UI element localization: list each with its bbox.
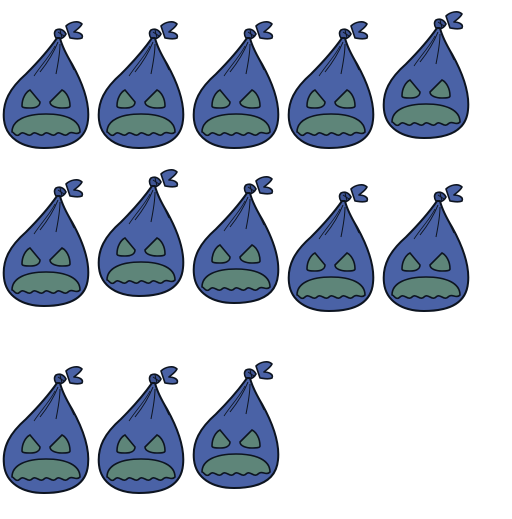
sack-sprite-5 bbox=[380, 10, 476, 160]
sack-sprite-12 bbox=[95, 365, 191, 515]
sack-sprite-6 bbox=[0, 178, 96, 328]
sack-sprite-11 bbox=[0, 365, 96, 515]
sack-sprite-8 bbox=[190, 175, 286, 325]
sack-sprite-9 bbox=[285, 183, 381, 333]
sack-sprite-10 bbox=[380, 183, 476, 333]
sack-sprite-1 bbox=[0, 20, 96, 170]
sack-sprite-7 bbox=[95, 168, 191, 318]
sack-sprite-4 bbox=[285, 20, 381, 170]
sack-sprite-13 bbox=[190, 360, 286, 510]
sack-sprite-3 bbox=[190, 20, 286, 170]
sack-sprite-2 bbox=[95, 20, 191, 170]
